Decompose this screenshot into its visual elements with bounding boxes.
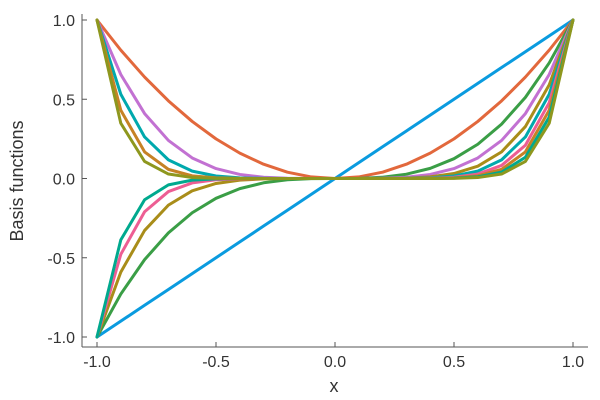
y-axis-title: Basis functions	[7, 120, 27, 241]
series-line-2	[95, 18, 575, 180]
ticks-layer: -1.0 -0.5 0.0 0.5 1.0 -1.0 -0.5 0.0 0.5 1.0	[47, 13, 584, 371]
x-tick-label: -0.5	[202, 354, 230, 371]
x-tick-label: 0.0	[324, 354, 346, 371]
x-tick-label: 0.5	[443, 354, 465, 371]
x-axis-title: x	[330, 376, 339, 396]
y-tick-label: 0.5	[53, 92, 75, 109]
series-line-10	[95, 18, 575, 180]
series-layer	[95, 18, 575, 339]
x-tick-label: 1.0	[562, 354, 584, 371]
y-tick-label: -1.0	[47, 330, 75, 347]
y-tick-label: -0.5	[47, 251, 75, 268]
x-tick-label: -1.0	[83, 354, 111, 371]
y-tick-label: 1.0	[53, 13, 75, 30]
y-tick-label: 0.0	[53, 172, 75, 189]
